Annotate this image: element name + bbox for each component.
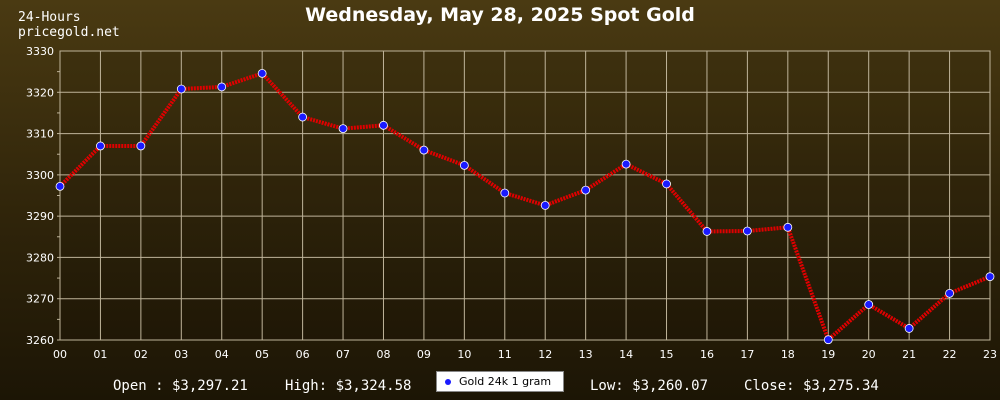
x-tick-label: 12 xyxy=(538,348,552,361)
y-tick-label: 3280 xyxy=(26,251,54,264)
data-point xyxy=(338,124,348,134)
x-tick-label: 20 xyxy=(862,348,876,361)
chart-title: Wednesday, May 28, 2025 Spot Gold xyxy=(305,4,695,26)
data-point xyxy=(298,112,308,122)
x-tick-label: 21 xyxy=(902,348,916,361)
data-point xyxy=(459,160,469,170)
x-tick-label: 08 xyxy=(376,348,390,361)
data-point xyxy=(621,159,631,169)
x-tick-label: 05 xyxy=(255,348,269,361)
y-tick-label: 3320 xyxy=(26,86,54,99)
x-tick-label: 16 xyxy=(700,348,714,361)
data-point xyxy=(904,324,914,333)
x-tick-label: 23 xyxy=(983,348,997,361)
x-tick-label: 03 xyxy=(174,348,188,361)
low-stat: Low: $3,260.07 xyxy=(590,378,709,394)
x-tick-label: 19 xyxy=(821,348,835,361)
period-label: 24-Hours xyxy=(18,10,81,25)
data-point xyxy=(742,226,752,236)
x-tick-label: 06 xyxy=(296,348,310,361)
x-tick-label: 18 xyxy=(781,348,795,361)
data-point xyxy=(55,181,65,191)
x-tick-label: 04 xyxy=(215,348,229,361)
x-tick-label: 15 xyxy=(660,348,674,361)
data-point xyxy=(823,335,833,345)
y-tick-label: 3270 xyxy=(26,293,54,306)
data-point xyxy=(257,68,267,78)
data-point xyxy=(379,120,388,130)
data-point xyxy=(217,82,227,92)
close-stat: Close: $3,275.34 xyxy=(744,378,879,394)
high-stat: High: $3,324.58 xyxy=(285,378,412,394)
data-point xyxy=(945,288,954,298)
y-tick-label: 3300 xyxy=(26,169,54,182)
data-point xyxy=(176,84,186,94)
data-point xyxy=(96,141,105,151)
legend: Gold 24k 1 gram xyxy=(436,371,564,392)
x-tick-label: 22 xyxy=(943,348,957,361)
site-label: pricegold.net xyxy=(18,25,120,40)
data-point xyxy=(500,188,510,198)
y-tick-label: 3260 xyxy=(26,334,54,347)
data-point xyxy=(662,179,671,189)
x-tick-label: 17 xyxy=(740,348,754,361)
data-point xyxy=(985,272,995,282)
x-tick-label: 14 xyxy=(619,348,633,361)
data-point xyxy=(136,141,146,151)
x-tick-label: 02 xyxy=(134,348,148,361)
legend-label: Gold 24k 1 gram xyxy=(459,375,552,388)
data-point xyxy=(419,145,429,155)
plot-area xyxy=(59,50,991,341)
y-tick-label: 3290 xyxy=(26,210,54,223)
open-stat: Open : $3,297.21 xyxy=(113,378,248,394)
legend-marker-icon xyxy=(445,378,451,385)
x-tick-label: 13 xyxy=(579,348,593,361)
x-tick-label: 00 xyxy=(53,348,67,361)
x-tick-label: 01 xyxy=(93,348,107,361)
x-tick-label: 07 xyxy=(336,348,350,361)
data-point xyxy=(581,185,591,195)
series-line xyxy=(58,71,991,342)
y-tick-label: 3310 xyxy=(26,128,54,141)
chart-corner-label: 24-Hours pricegold.net xyxy=(18,10,120,40)
data-point xyxy=(864,300,874,309)
x-tick-label: 09 xyxy=(417,348,431,361)
data-point xyxy=(702,227,712,236)
x-tick-label: 10 xyxy=(457,348,471,361)
y-tick-label: 3330 xyxy=(26,45,54,58)
x-tick-label: 11 xyxy=(498,348,512,361)
data-point xyxy=(540,201,550,210)
data-point xyxy=(783,222,793,232)
